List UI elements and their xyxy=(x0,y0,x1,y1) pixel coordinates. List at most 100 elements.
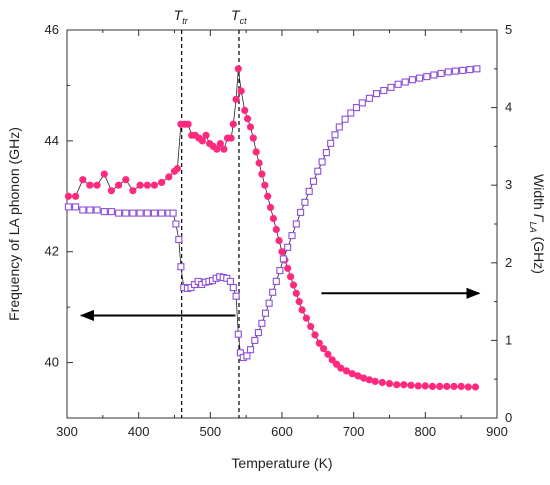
frequency-point xyxy=(393,381,401,389)
width-point xyxy=(251,336,259,344)
width-point xyxy=(301,198,309,206)
frequency-point xyxy=(284,264,292,272)
width-point xyxy=(373,90,381,98)
width-point xyxy=(136,209,144,217)
frequency-point xyxy=(100,170,108,178)
frequency-point xyxy=(72,192,80,200)
transition-label-subscript: ct xyxy=(240,16,248,26)
frequency-point xyxy=(324,350,332,358)
frequency-point xyxy=(158,178,166,186)
frequency-point xyxy=(261,181,269,189)
frequency-point xyxy=(436,382,444,390)
y-right-tick-label: 0 xyxy=(505,410,512,425)
frequency-point xyxy=(337,364,345,372)
frequency-point xyxy=(129,187,137,195)
series-line-width xyxy=(68,68,477,359)
width-point xyxy=(387,83,395,91)
width-point xyxy=(234,330,242,338)
x-tick-label: 900 xyxy=(486,424,508,439)
width-point xyxy=(122,209,130,217)
frequency-point xyxy=(289,281,298,289)
transition-label-tr: Ttr xyxy=(174,7,189,26)
frequency-point xyxy=(234,65,242,73)
width-point xyxy=(297,208,305,216)
frequency-point xyxy=(143,181,151,189)
frequency-point xyxy=(287,273,295,281)
width-point xyxy=(437,69,445,78)
frequency-point xyxy=(421,382,429,390)
width-point xyxy=(64,203,72,211)
y-right-tick-label: 3 xyxy=(505,177,512,192)
frequency-point xyxy=(302,314,310,322)
width-point xyxy=(261,309,270,317)
width-point xyxy=(365,94,373,102)
frequency-point xyxy=(378,378,386,387)
frequency-point xyxy=(269,214,277,223)
width-point xyxy=(473,65,481,73)
width-point xyxy=(401,78,409,86)
width-point xyxy=(265,299,273,307)
right-y-axis-label-prefix: Width xyxy=(531,174,547,214)
frequency-point xyxy=(241,106,249,114)
x-tick-label: 800 xyxy=(414,424,436,439)
width-point xyxy=(335,123,343,131)
frequency-point xyxy=(249,134,257,142)
width-point xyxy=(288,232,296,240)
width-point xyxy=(272,277,280,285)
frequency-point xyxy=(86,181,94,189)
width-point xyxy=(107,208,115,216)
width-point xyxy=(305,187,313,195)
frequency-point xyxy=(457,382,465,390)
frequency-point xyxy=(450,382,458,390)
transition-label-symbol: T xyxy=(231,7,241,23)
frequency-point xyxy=(307,322,315,331)
width-point xyxy=(115,209,123,217)
width-point xyxy=(327,139,335,147)
width-point xyxy=(100,208,108,216)
width-point xyxy=(466,66,474,74)
frequency-point xyxy=(311,331,319,339)
width-point xyxy=(380,86,388,95)
frequency-point xyxy=(414,382,422,390)
width-point xyxy=(232,292,240,300)
frequency-point xyxy=(292,289,300,297)
x-tick-label: 700 xyxy=(343,424,365,439)
width-point xyxy=(79,206,87,214)
frequency-point xyxy=(443,382,451,390)
right-y-axis-label-suffix: (GHz) xyxy=(531,233,547,274)
width-point xyxy=(269,288,277,296)
transition-label-ct: Tct xyxy=(231,7,247,26)
width-point xyxy=(276,267,284,275)
width-point xyxy=(423,73,431,81)
width-point xyxy=(150,209,158,217)
frequency-point xyxy=(184,120,192,128)
series-line-frequency xyxy=(68,68,476,388)
width-point xyxy=(459,66,467,74)
frequency-point xyxy=(107,187,115,195)
frequency-point xyxy=(136,181,144,189)
y-left-tick-label: 40 xyxy=(45,355,59,370)
frequency-point xyxy=(232,95,240,103)
frequency-point xyxy=(275,237,283,245)
width-point xyxy=(352,104,361,112)
width-point xyxy=(444,68,452,76)
width-point xyxy=(258,319,266,327)
width-point xyxy=(158,209,166,217)
frequency-point xyxy=(255,159,263,167)
frequency-point xyxy=(298,306,306,314)
frequency-point xyxy=(64,192,72,200)
frequency-point xyxy=(407,381,415,389)
width-point xyxy=(292,220,300,228)
width-point xyxy=(246,346,255,354)
right-y-axis-label-symbol: Γ xyxy=(531,214,547,223)
frequency-point xyxy=(244,115,252,123)
frequency-point xyxy=(252,148,260,156)
left-y-axis-label: Frequency of LA phonon (GHz) xyxy=(6,127,22,321)
frequency-point xyxy=(385,380,394,388)
width-point xyxy=(318,158,326,166)
width-point xyxy=(309,177,318,185)
y-right-tick-label: 2 xyxy=(505,255,512,270)
frequency-point xyxy=(165,173,173,181)
